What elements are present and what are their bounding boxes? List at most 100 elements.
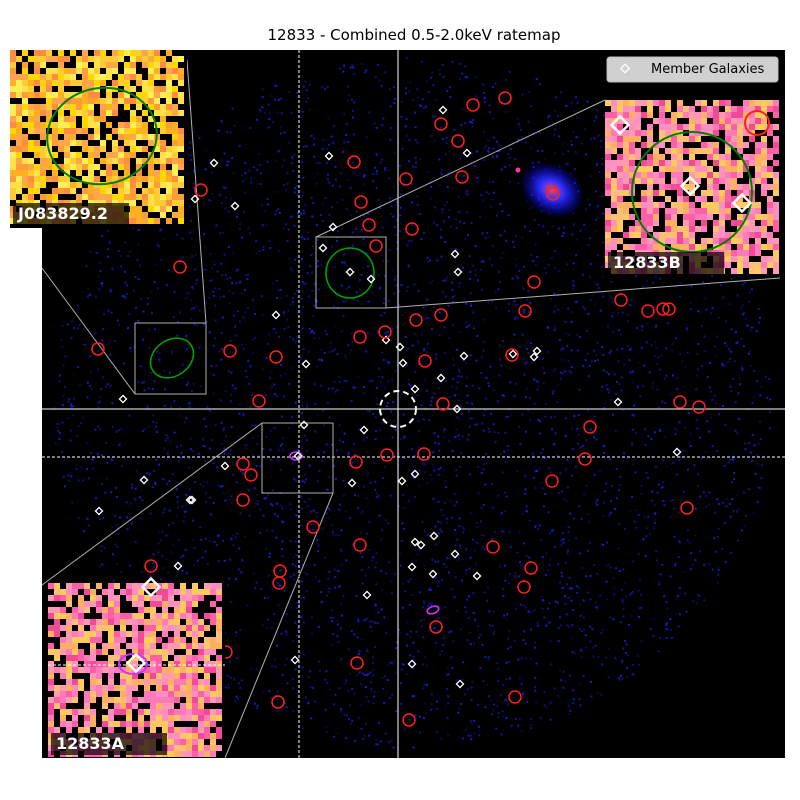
member-galaxy-marker xyxy=(508,349,518,359)
member-galaxy-marker xyxy=(94,506,104,516)
member-galaxy-marker xyxy=(453,267,463,277)
member-galaxy-marker xyxy=(230,201,240,211)
member-galaxy-marker xyxy=(416,540,426,550)
point-source-marker xyxy=(524,561,538,575)
member-galaxy-marker xyxy=(672,447,682,457)
member-galaxy-marker xyxy=(271,310,281,320)
point-source-marker xyxy=(486,540,500,554)
point-source-marker xyxy=(673,395,687,409)
inset-member-galaxy xyxy=(731,192,753,214)
member-galaxy-marker xyxy=(397,476,407,486)
member-galaxy-marker xyxy=(398,358,408,368)
point-source-marker xyxy=(527,275,541,289)
point-source-marker xyxy=(223,344,237,358)
member-galaxy-marker xyxy=(220,461,230,471)
inset-member-galaxy xyxy=(140,576,162,598)
member-galaxy-marker xyxy=(532,346,542,356)
point-source-marker xyxy=(306,520,320,534)
photon-field xyxy=(53,57,772,749)
point-source-marker xyxy=(354,195,368,209)
series-layer xyxy=(91,91,769,727)
point-source-marker xyxy=(350,656,364,670)
point-source-marker xyxy=(498,91,512,105)
member-galaxy-marker xyxy=(407,562,417,572)
member-galaxy-marker xyxy=(290,655,300,665)
point-source-marker xyxy=(236,493,250,507)
inset-region-ellipse xyxy=(46,86,158,186)
member-galaxy-marker xyxy=(613,397,623,407)
point-source-marker xyxy=(347,155,361,169)
point-source-marker xyxy=(641,304,655,318)
inset-12833b: 12833B xyxy=(605,100,780,275)
member-galaxy-marker xyxy=(450,549,460,559)
point-source-marker xyxy=(269,350,283,364)
member-galaxy-marker xyxy=(455,679,465,689)
bright-source-pixel xyxy=(515,167,521,173)
point-source-marker xyxy=(353,330,367,344)
zoom-boxes xyxy=(41,59,781,759)
member-galaxy-marker xyxy=(185,495,195,505)
point-source-marker xyxy=(349,455,363,469)
point-source-marker xyxy=(583,420,597,434)
member-galaxy-marker xyxy=(299,420,309,430)
inset-extended-source xyxy=(118,653,148,675)
member-galaxy-marker xyxy=(139,475,149,485)
member-galaxy-marker xyxy=(187,495,197,505)
member-galaxy-marker xyxy=(324,151,334,161)
point-source-marker xyxy=(614,293,628,307)
member-galaxy-marker xyxy=(328,222,338,232)
member-galaxy-marker xyxy=(472,571,482,581)
member-galaxy-marker xyxy=(410,537,420,547)
inset-regions xyxy=(149,247,375,379)
point-source-marker xyxy=(252,394,266,408)
member-galaxy-marker xyxy=(429,531,439,541)
member-galaxy-marker xyxy=(347,478,357,488)
point-source-marker xyxy=(399,172,413,186)
point-source-marker xyxy=(244,468,258,482)
point-source-marker xyxy=(417,447,431,461)
point-source-marker xyxy=(194,183,208,197)
point-source-marker xyxy=(546,187,560,201)
point-source-marker xyxy=(505,348,519,362)
member-galaxy-marker xyxy=(209,158,219,168)
member-galaxy-marker xyxy=(190,194,200,204)
inset-member-galaxy xyxy=(609,114,631,136)
legend-marker xyxy=(619,63,631,74)
member-galaxy-marker xyxy=(438,105,448,115)
point-source-marker xyxy=(545,474,559,488)
member-galaxy-marker xyxy=(407,659,417,669)
point-source-marker xyxy=(418,354,432,368)
member-galaxy-marker xyxy=(450,249,460,259)
point-source-marker xyxy=(369,239,383,253)
member-galaxy-marker xyxy=(318,243,328,253)
member-galaxy-marker xyxy=(410,384,420,394)
point-source-marker xyxy=(680,501,694,515)
zoom-box-12833a xyxy=(261,422,334,494)
point-source-marker xyxy=(380,448,394,462)
crosshair xyxy=(42,50,785,758)
insets: J083829.2 12833B 12833A xyxy=(10,50,780,758)
point-source-marker xyxy=(272,576,286,590)
region-12833b xyxy=(325,247,375,299)
member-galaxy-marker xyxy=(362,590,372,600)
zoom-box-j083829 xyxy=(134,322,207,395)
member-galaxy-marker xyxy=(452,404,462,414)
member-galaxy-marker xyxy=(173,561,183,571)
zoom-box-12833b xyxy=(315,236,387,309)
point-source-marker xyxy=(144,559,158,573)
legend-label: Member Galaxies xyxy=(651,62,765,77)
point-source-marker xyxy=(517,580,531,594)
point-source-marker xyxy=(409,313,423,327)
member-galaxy-marker xyxy=(436,373,446,383)
extended-source-b xyxy=(426,605,440,615)
point-source-marker xyxy=(518,304,532,318)
member-galaxy-marker xyxy=(293,451,303,461)
point-source-marker xyxy=(508,690,522,704)
region-j083829 xyxy=(149,337,195,379)
point-source-marker xyxy=(362,218,376,232)
member-galaxy-marker xyxy=(366,274,376,284)
member-galaxy-marker xyxy=(428,569,438,579)
inset-member-galaxy xyxy=(125,652,147,674)
point-source-marker xyxy=(402,713,416,727)
member-galaxy-marker xyxy=(345,267,355,277)
